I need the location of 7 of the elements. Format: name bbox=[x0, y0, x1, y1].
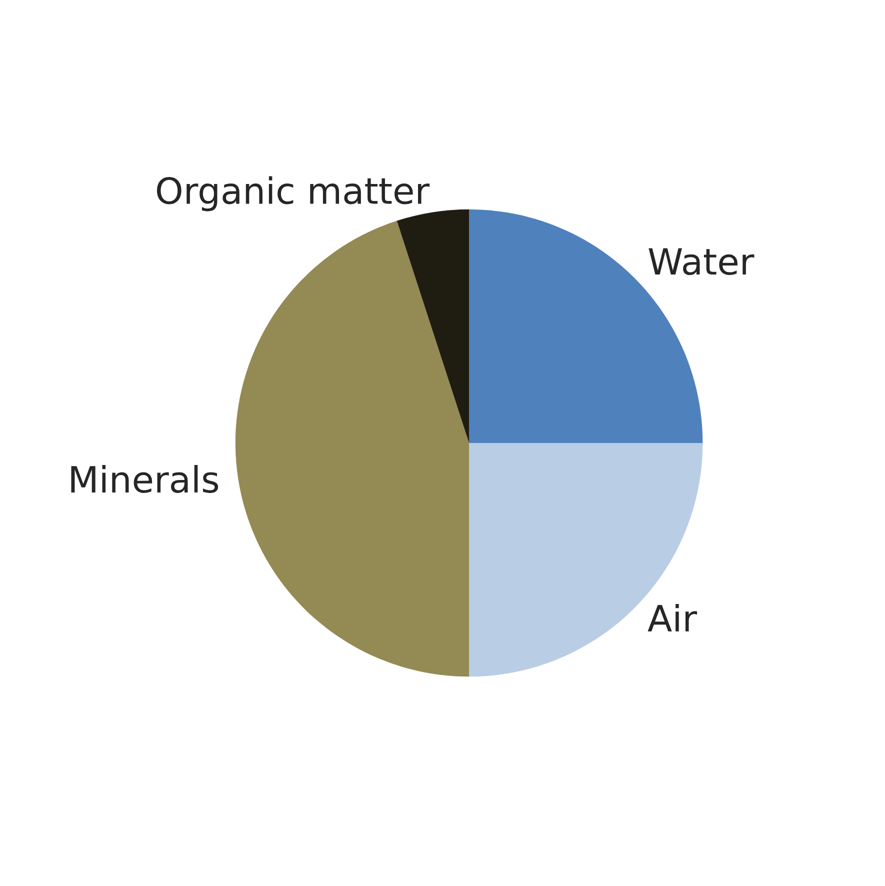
slice-label: Air bbox=[648, 604, 698, 632]
slice-label: Minerals bbox=[71, 465, 218, 493]
slice-label: Water bbox=[648, 248, 754, 276]
pie-slice bbox=[396, 209, 470, 443]
pie-slice bbox=[469, 443, 703, 677]
pie-slice bbox=[235, 220, 470, 677]
slice-label: Organic matter bbox=[156, 176, 430, 212]
